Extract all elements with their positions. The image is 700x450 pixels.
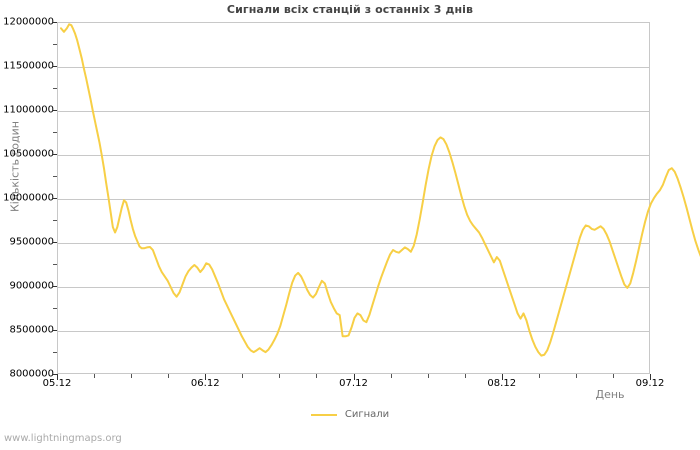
x-tick-mark-minor [613, 374, 614, 378]
gridline [58, 331, 649, 332]
x-tick-mark [502, 374, 503, 380]
series-signals-line [59, 23, 700, 357]
x-tick-label: 05.12 [42, 378, 72, 389]
legend-color-swatch [310, 413, 337, 416]
watermark-text: www.lightningmaps.org [4, 433, 122, 444]
y-tick-mark [52, 198, 57, 199]
gridline [58, 199, 649, 200]
y-tick-mark-minor [53, 264, 57, 265]
x-tick-mark-minor [279, 374, 280, 378]
gridline [58, 243, 649, 244]
y-tick-mark [52, 286, 57, 287]
chart-title: Сигнали всіх станцій з останніх 3 днів [226, 3, 474, 16]
y-tick-mark-minor [53, 132, 57, 133]
x-axis-label: День [595, 388, 625, 401]
x-tick-label: 08.12 [487, 378, 517, 389]
gridline [58, 111, 649, 112]
y-tick-mark-minor [53, 352, 57, 353]
x-tick-mark-minor [131, 374, 132, 378]
x-tick-mark-minor [465, 374, 466, 378]
y-tick-label: 10500000 [3, 148, 54, 160]
y-tick-mark [52, 330, 57, 331]
x-tick-mark-minor [316, 374, 317, 378]
y-tick-mark-minor [53, 308, 57, 309]
y-tick-mark [52, 110, 57, 111]
y-tick-label: 8500000 [9, 324, 54, 336]
y-tick-mark [52, 242, 57, 243]
y-axis-tick-labels: 12000000 11500000 11000000 10500000 10000000… [0, 0, 54, 450]
y-tick-mark [52, 22, 57, 23]
y-tick-mark-minor [53, 44, 57, 45]
y-tick-mark-minor [53, 88, 57, 89]
x-tick-mark-minor [539, 374, 540, 378]
x-tick-label: 07.12 [339, 378, 368, 389]
legend-label: Сигнали [344, 409, 390, 420]
y-tick-label: 9000000 [9, 280, 54, 292]
y-tick-mark [52, 154, 57, 155]
x-tick-mark-minor [242, 374, 243, 378]
x-tick-mark-minor [576, 374, 577, 378]
x-tick-mark-minor [94, 374, 95, 378]
plot-area [57, 22, 700, 374]
y-tick-label: 11000000 [3, 104, 54, 116]
y-tick-mark [52, 66, 57, 67]
y-tick-label: 10000000 [3, 192, 54, 204]
y-tick-mark-minor [53, 176, 57, 177]
y-tick-label: 12000000 [3, 16, 54, 28]
chart-legend: Сигнали [0, 409, 700, 421]
y-tick-label: 11500000 [3, 60, 54, 72]
signals-line-path [59, 23, 700, 357]
x-tick-mark [205, 374, 206, 380]
y-tick-mark-minor [53, 220, 57, 221]
y-tick-label: 8000000 [9, 368, 54, 380]
gridline [58, 67, 649, 68]
x-tick-mark-minor [168, 374, 169, 378]
legend-item-signals: Сигнали [310, 409, 390, 421]
x-tick-label: 09.12 [635, 378, 665, 389]
x-tick-mark [57, 374, 58, 380]
x-tick-mark [354, 374, 355, 380]
x-tick-mark [650, 374, 651, 380]
gridline [58, 155, 649, 156]
y-tick-mark [52, 374, 57, 375]
gridline [58, 287, 649, 288]
y-tick-label: 9500000 [9, 236, 54, 248]
x-tick-mark-minor [428, 374, 429, 378]
x-tick-label: 06.12 [190, 378, 220, 389]
x-tick-mark-minor [391, 374, 392, 378]
